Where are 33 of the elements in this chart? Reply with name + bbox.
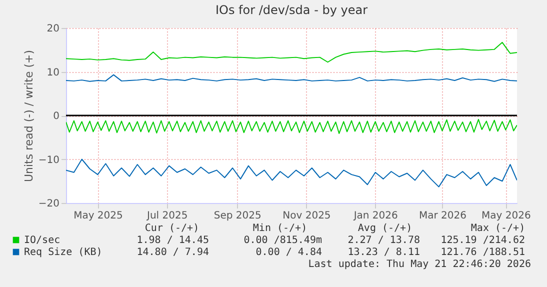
text: Last update: Thu May 21 22:46:20 2026 <box>308 259 531 270</box>
x-tick-label: Sep 2025 <box>214 210 262 222</box>
x-tick-label: May 2026 <box>482 210 531 222</box>
line-series <box>66 74 517 82</box>
text: 0.00 /815.49m <box>244 235 322 246</box>
text: 1.98 / 14.45 <box>136 235 209 246</box>
chart-title: IOs for /dev/sda - by year <box>215 3 368 17</box>
text: 121.76 /188.51 <box>440 247 525 258</box>
x-tick-label: Jul 2025 <box>146 210 188 222</box>
line-series <box>66 118 517 134</box>
x-tick-label: Mar 2026 <box>418 210 466 222</box>
line-series <box>66 158 517 188</box>
x-tick-label: Nov 2025 <box>282 210 331 222</box>
text: 13.23 / 8.11 <box>348 247 420 258</box>
line-series <box>66 42 517 63</box>
y-tick-label: −10 <box>38 154 60 166</box>
y-axis-title: Units read (-) / write (+) <box>22 50 36 182</box>
y-tick-label: 0 <box>53 111 60 122</box>
y-tick-label: −20 <box>38 198 60 210</box>
text: 0.00 / 4.84 <box>256 247 322 258</box>
legend-label: Req Size (KB) <box>24 247 102 258</box>
text: Avg (-/+) <box>358 223 412 234</box>
text: 2.27 / 13.78 <box>348 235 420 246</box>
text: Cur (-/+) <box>144 223 200 234</box>
text: 14.80 / 7.94 <box>136 247 209 258</box>
text: 125.19 /214.62 <box>440 235 525 246</box>
legend-label: IO/sec <box>24 235 60 246</box>
x-tick-label: Jan 2026 <box>352 210 398 222</box>
x-tick-label: May 2025 <box>74 210 123 222</box>
text: Max (-/+) <box>470 223 526 234</box>
y-tick-label: 10 <box>46 67 60 78</box>
text: Min (-/+) <box>252 223 308 234</box>
y-tick-label: 20 <box>46 24 60 34</box>
